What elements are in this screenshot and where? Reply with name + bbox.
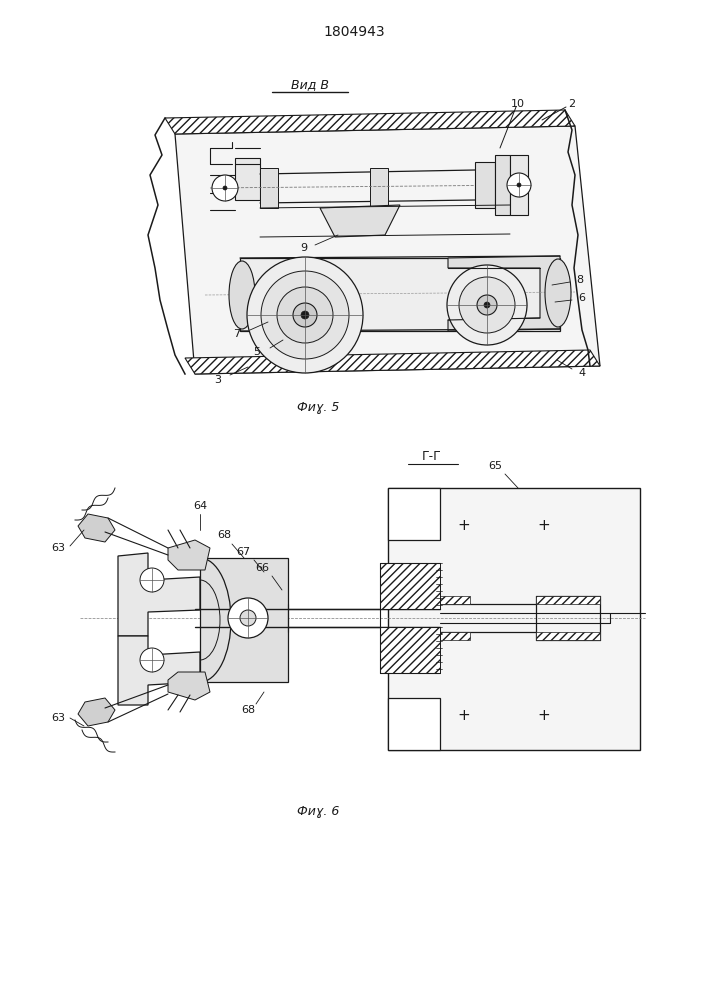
Polygon shape [165, 110, 575, 134]
Polygon shape [118, 636, 200, 705]
Text: Г-Г: Г-Г [422, 450, 442, 464]
Text: 7: 7 [233, 329, 240, 339]
Text: 67: 67 [236, 547, 250, 557]
Text: 4: 4 [578, 368, 585, 378]
Circle shape [261, 271, 349, 359]
Polygon shape [168, 672, 210, 700]
Polygon shape [78, 514, 115, 542]
Polygon shape [448, 256, 560, 331]
Bar [475, 162, 495, 208]
Text: 68: 68 [217, 530, 231, 540]
Circle shape [140, 648, 164, 672]
Text: Фиɣ. 5: Фиɣ. 5 [297, 401, 339, 414]
Bar [380, 627, 440, 673]
Text: 66: 66 [255, 563, 269, 573]
Circle shape [484, 302, 490, 308]
Bar [510, 155, 528, 215]
Circle shape [459, 277, 515, 333]
Circle shape [212, 175, 238, 201]
Bar [495, 155, 510, 215]
Bar [370, 168, 388, 208]
Text: 65: 65 [488, 461, 502, 471]
Circle shape [223, 186, 227, 190]
Bar [260, 168, 278, 208]
Circle shape [247, 257, 363, 373]
Bar [388, 488, 640, 750]
Text: 6: 6 [578, 293, 585, 303]
Text: 64: 64 [193, 501, 207, 511]
Bar [388, 698, 440, 750]
Text: 63: 63 [51, 713, 65, 723]
Circle shape [228, 598, 268, 638]
Text: 68: 68 [241, 705, 255, 715]
Polygon shape [185, 350, 600, 374]
Text: +: + [537, 518, 550, 532]
Text: 5: 5 [254, 347, 260, 357]
Bar [536, 632, 600, 640]
Bar [380, 563, 440, 609]
Polygon shape [320, 205, 400, 237]
Text: +: + [537, 708, 550, 722]
Circle shape [140, 568, 164, 592]
Text: 9: 9 [300, 243, 308, 253]
Circle shape [301, 311, 309, 319]
Bar [388, 488, 440, 540]
Ellipse shape [229, 261, 255, 329]
Text: 1804943: 1804943 [323, 25, 385, 39]
Text: 3: 3 [214, 375, 221, 385]
Text: Фиɣ. 6: Фиɣ. 6 [297, 806, 339, 818]
Text: +: + [457, 708, 470, 722]
Circle shape [277, 287, 333, 343]
Bar [240, 258, 560, 331]
Text: 10: 10 [511, 99, 525, 109]
Bar [200, 558, 288, 682]
Polygon shape [78, 698, 115, 726]
Text: 2: 2 [568, 99, 575, 109]
Text: 8: 8 [576, 275, 583, 285]
Bar [440, 596, 470, 604]
Ellipse shape [545, 259, 571, 327]
Text: Вид В: Вид В [291, 79, 329, 92]
Text: +: + [457, 518, 470, 532]
Circle shape [447, 265, 527, 345]
Polygon shape [175, 126, 600, 374]
Circle shape [517, 183, 521, 187]
Bar [440, 632, 470, 640]
Bar [536, 596, 600, 604]
Text: 63: 63 [51, 543, 65, 553]
Circle shape [477, 295, 497, 315]
Bar [235, 158, 260, 200]
Polygon shape [118, 553, 200, 636]
Circle shape [240, 610, 256, 626]
Circle shape [293, 303, 317, 327]
Circle shape [507, 173, 531, 197]
Polygon shape [168, 540, 210, 570]
